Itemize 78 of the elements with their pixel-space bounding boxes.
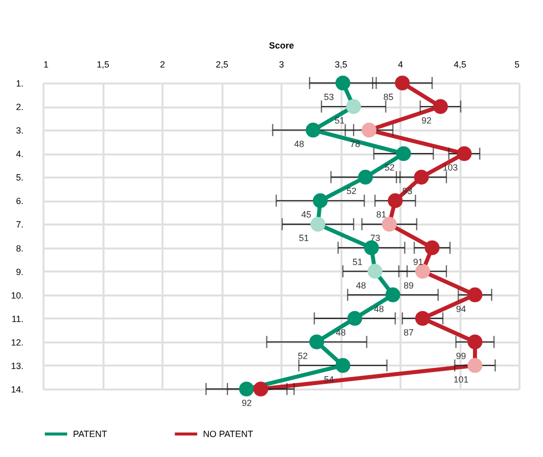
annotation: 89 xyxy=(404,280,414,290)
point xyxy=(456,146,472,162)
point xyxy=(306,122,321,138)
annotation: 48 xyxy=(356,280,366,290)
point xyxy=(415,264,430,279)
annotation: 92 xyxy=(242,398,252,408)
annotation: 99 xyxy=(456,350,466,361)
x-tick-label: 2,5 xyxy=(216,60,228,70)
x-tick-label: 3,5 xyxy=(334,60,348,70)
x-tick-label: 4,5 xyxy=(454,60,466,70)
x-tick-label: 1 xyxy=(44,60,49,70)
x-tick-label: 4 xyxy=(398,60,404,70)
legend-label: NO PATENT xyxy=(203,429,254,439)
point xyxy=(382,216,397,232)
annotation: 51 xyxy=(352,256,362,267)
annotation: 103 xyxy=(442,162,458,173)
annotation: 85 xyxy=(383,92,394,102)
annotation: 48 xyxy=(336,327,346,338)
point xyxy=(424,240,440,256)
point xyxy=(414,170,429,185)
annotation: 87 xyxy=(404,327,414,338)
annotation: 101 xyxy=(453,374,468,384)
annotation: 51 xyxy=(334,116,345,126)
x-tick-label: 3 xyxy=(278,60,284,70)
annotation: 52 xyxy=(298,350,308,361)
point xyxy=(362,122,376,138)
point xyxy=(468,287,482,302)
annotation: 48 xyxy=(374,304,384,314)
y-tick-label: 10. xyxy=(10,290,24,300)
annotation: 92 xyxy=(421,116,432,126)
annotation: 52 xyxy=(384,162,395,173)
y-tick-label: 3. xyxy=(16,126,24,136)
point xyxy=(253,382,268,396)
point xyxy=(310,216,326,232)
annotation: 81 xyxy=(376,210,386,220)
y-tick-label: 11. xyxy=(12,314,24,324)
x-tick-label: 2 xyxy=(160,60,166,70)
y-tick-label: 8. xyxy=(16,243,24,254)
point xyxy=(364,240,379,256)
point xyxy=(312,193,328,208)
y-tick-label: 14. xyxy=(10,384,24,394)
point xyxy=(335,358,350,373)
y-tick-label: 6. xyxy=(16,196,24,206)
point xyxy=(468,358,482,373)
annotation: 73 xyxy=(370,233,380,244)
y-tick-label: 2. xyxy=(16,102,24,112)
x-tick-label: 1,5 xyxy=(96,60,110,70)
point xyxy=(309,334,324,350)
point xyxy=(388,193,403,208)
annotation: 94 xyxy=(456,304,466,314)
annotation: 51 xyxy=(298,233,309,244)
point xyxy=(415,310,430,326)
point xyxy=(468,334,482,350)
x-tick-label: 5 xyxy=(514,60,520,70)
point xyxy=(346,99,362,114)
y-tick-label: 4. xyxy=(16,149,24,160)
legend-label: PATENT xyxy=(73,429,108,439)
y-tick-label: 5. xyxy=(16,172,24,183)
point xyxy=(396,146,411,162)
annotation: 91 xyxy=(413,256,424,267)
point xyxy=(433,99,448,114)
x-axis-title: Score xyxy=(268,40,294,50)
y-tick-label: 1. xyxy=(16,78,24,88)
point xyxy=(385,287,400,302)
point xyxy=(335,76,350,90)
y-tick-label: 7. xyxy=(16,220,24,230)
point xyxy=(394,76,410,90)
point xyxy=(358,170,373,185)
point xyxy=(239,382,254,396)
annotation: 48 xyxy=(294,139,304,150)
y-tick-label: 13. xyxy=(10,360,24,371)
point xyxy=(368,264,382,279)
point xyxy=(347,310,362,326)
y-tick-label: 9. xyxy=(16,266,24,277)
annotation: 52 xyxy=(346,186,356,196)
annotation: 53 xyxy=(324,92,334,102)
annotation: 45 xyxy=(301,210,312,220)
y-tick-label: 12. xyxy=(10,337,24,348)
